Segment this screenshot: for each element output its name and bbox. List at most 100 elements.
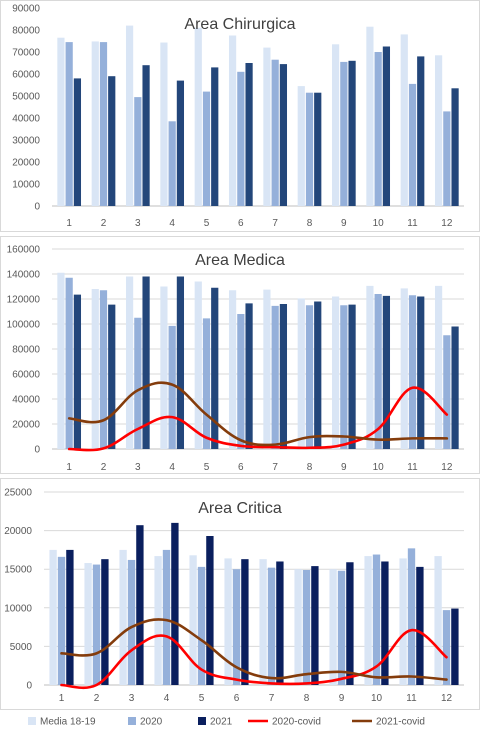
bar-critica-2021-3 bbox=[136, 525, 144, 685]
bar-critica-2021-4 bbox=[171, 522, 179, 685]
bar-medica-2020-2 bbox=[99, 290, 108, 449]
bar-critica-2020-4 bbox=[162, 549, 171, 685]
bar-medica-2021-4 bbox=[176, 276, 185, 449]
x-tick-label: 2 bbox=[94, 693, 100, 704]
x-tick-label: 5 bbox=[204, 218, 210, 229]
bar-critica-media-18-19-9 bbox=[329, 569, 337, 685]
bar-medica-media-18-19-10 bbox=[366, 285, 374, 449]
x-tick-label: 11 bbox=[406, 693, 417, 704]
bar-chirurgica-2021-9 bbox=[348, 60, 356, 206]
legend-swatch bbox=[128, 717, 136, 725]
bar-medica-media-18-19-4 bbox=[160, 286, 168, 449]
bar-critica-2020-3 bbox=[127, 559, 136, 685]
bar-critica-media-18-19-1 bbox=[49, 549, 57, 685]
bar-critica-2021-7 bbox=[276, 561, 284, 685]
y-tick-label: 40000 bbox=[12, 395, 40, 406]
legend-item-media-18-19: Media 18-19 bbox=[28, 717, 96, 728]
bar-medica-2020-8 bbox=[305, 305, 314, 449]
bar-chirurgica-2021-12 bbox=[451, 88, 459, 206]
bar-chirurgica-2020-10 bbox=[374, 52, 382, 206]
x-tick-label: 3 bbox=[135, 462, 141, 473]
line-critica-2020-covid bbox=[60, 628, 448, 690]
x-tick-label: 4 bbox=[169, 218, 175, 229]
bar-critica-media-18-19-2 bbox=[84, 563, 92, 685]
bar-chirurgica-2020-2 bbox=[99, 42, 108, 206]
bar-medica-2021-3 bbox=[142, 276, 150, 449]
y-tick-label: 0 bbox=[34, 445, 40, 456]
bar-medica-2020-6 bbox=[237, 314, 245, 449]
y-tick-label: 140000 bbox=[7, 270, 41, 281]
y-tick-label: 80000 bbox=[12, 26, 40, 37]
bar-medica-media-18-19-5 bbox=[194, 281, 202, 449]
bar-critica-media-18-19-6 bbox=[224, 558, 232, 685]
y-tick-label: 100000 bbox=[7, 320, 41, 331]
bar-critica-2020-10 bbox=[372, 554, 381, 685]
y-tick-label: 0 bbox=[34, 202, 40, 213]
bar-critica-2020-1 bbox=[57, 556, 66, 685]
bar-medica-2021-12 bbox=[451, 326, 459, 449]
legend-item-2021: 2021 bbox=[198, 717, 233, 728]
y-tick-label: 50000 bbox=[12, 92, 40, 103]
x-tick-label: 4 bbox=[169, 462, 175, 473]
x-tick-label: 7 bbox=[272, 462, 278, 473]
x-tick-label: 10 bbox=[371, 693, 383, 704]
chart-panels: 0100002000030000400005000060000700008000… bbox=[0, 0, 480, 710]
bar-medica-2021-1 bbox=[73, 294, 82, 449]
bar-medica-2021-7 bbox=[279, 304, 288, 449]
bar-medica-2021-6 bbox=[245, 303, 253, 449]
legend-swatch bbox=[198, 717, 206, 725]
line-medica-2021-covid bbox=[67, 381, 449, 447]
x-tick-label: 8 bbox=[307, 462, 313, 473]
bar-chirurgica-media-18-19-4 bbox=[160, 42, 168, 206]
bar-medica-2021-9 bbox=[348, 304, 356, 449]
x-tick-label: 12 bbox=[441, 462, 453, 473]
chart-title: Area Critica bbox=[198, 500, 282, 517]
x-tick-label: 1 bbox=[66, 462, 72, 473]
line-critica-2021-covid bbox=[60, 618, 448, 681]
x-tick-label: 6 bbox=[238, 462, 244, 473]
legend-label: 2020-covid bbox=[272, 717, 321, 728]
bar-chirurgica-2020-9 bbox=[340, 61, 348, 207]
bar-medica-2020-10 bbox=[374, 294, 382, 449]
bar-chirurgica-2020-3 bbox=[134, 97, 142, 206]
y-tick-label: 25000 bbox=[4, 488, 32, 499]
legend: Media 18-19 2020 2021 2020-covid 2021-covid bbox=[28, 717, 425, 728]
bar-critica-2021-9 bbox=[346, 562, 354, 685]
bar-medica-media-18-19-6 bbox=[228, 290, 237, 449]
bar-medica-media-18-19-12 bbox=[434, 285, 443, 449]
y-tick-label: 90000 bbox=[12, 4, 40, 15]
x-tick-label: 4 bbox=[164, 693, 170, 704]
bar-medica-2020-7 bbox=[271, 305, 279, 449]
x-tick-label: 3 bbox=[135, 218, 141, 229]
y-tick-label: 10000 bbox=[12, 180, 40, 191]
bar-critica-media-18-19-7 bbox=[259, 559, 267, 685]
y-tick-label: 20000 bbox=[12, 420, 40, 431]
bar-chirurgica-2021-3 bbox=[142, 65, 150, 206]
x-tick-label: 1 bbox=[59, 693, 65, 704]
x-tick-label: 12 bbox=[441, 693, 453, 704]
bar-medica-media-18-19-7 bbox=[263, 289, 271, 449]
x-tick-label: 3 bbox=[129, 693, 135, 704]
y-tick-label: 20000 bbox=[12, 158, 40, 169]
legend-label: Media 18-19 bbox=[40, 717, 96, 728]
line-medica-2020-covid bbox=[67, 386, 449, 452]
bar-medica-media-18-19-11 bbox=[400, 288, 408, 449]
x-tick-label: 6 bbox=[238, 218, 244, 229]
x-tick-label: 10 bbox=[373, 462, 385, 473]
x-tick-label: 8 bbox=[304, 693, 310, 704]
x-tick-label: 11 bbox=[407, 462, 418, 473]
x-tick-label: 5 bbox=[204, 462, 210, 473]
y-tick-label: 60000 bbox=[12, 70, 40, 81]
bar-critica-2021-12 bbox=[451, 608, 459, 685]
x-tick-label: 10 bbox=[373, 218, 385, 229]
bar-chirurgica-2021-10 bbox=[382, 46, 391, 206]
bar-critica-media-18-19-12 bbox=[434, 556, 442, 685]
y-tick-label: 30000 bbox=[12, 136, 40, 147]
bar-chirurgica-media-18-19-10 bbox=[366, 26, 374, 207]
bar-chirurgica-2021-11 bbox=[417, 56, 425, 207]
bar-critica-2021-6 bbox=[241, 559, 249, 685]
bar-chirurgica-media-18-19-8 bbox=[297, 86, 305, 206]
bar-medica-2021-8 bbox=[314, 301, 322, 449]
legend-item-2020-covid: 2020-covid bbox=[248, 717, 321, 728]
bar-chirurgica-2021-8 bbox=[314, 92, 322, 206]
